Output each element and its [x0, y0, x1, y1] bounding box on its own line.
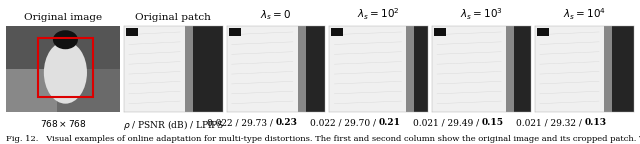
- Text: $\rho$ / PSNR (dB) / LPIPS: $\rho$ / PSNR (dB) / LPIPS: [122, 118, 224, 132]
- Ellipse shape: [44, 41, 87, 104]
- FancyBboxPatch shape: [406, 26, 414, 112]
- FancyBboxPatch shape: [535, 26, 604, 112]
- FancyBboxPatch shape: [228, 28, 241, 36]
- FancyBboxPatch shape: [414, 26, 428, 112]
- Text: $\lambda_s = 10^2$: $\lambda_s = 10^2$: [358, 6, 400, 22]
- Text: 0.13: 0.13: [584, 118, 606, 127]
- FancyBboxPatch shape: [432, 26, 506, 112]
- Text: 0.021 / 29.32 /: 0.021 / 29.32 /: [515, 118, 584, 127]
- Ellipse shape: [53, 30, 78, 49]
- Text: $\lambda_s = 0$: $\lambda_s = 0$: [260, 8, 292, 22]
- FancyBboxPatch shape: [126, 28, 138, 36]
- FancyBboxPatch shape: [124, 26, 185, 112]
- FancyBboxPatch shape: [193, 26, 223, 112]
- Text: Fig. 12.   Visual examples of online adaptation for multi-type distortions. The : Fig. 12. Visual examples of online adapt…: [6, 134, 640, 143]
- Text: Original patch: Original patch: [135, 13, 211, 22]
- FancyBboxPatch shape: [6, 26, 120, 69]
- Text: 0.022 / 29.70 /: 0.022 / 29.70 /: [310, 118, 379, 127]
- Text: 0.022 / 29.73 /: 0.022 / 29.73 /: [207, 118, 276, 127]
- FancyBboxPatch shape: [306, 26, 325, 112]
- FancyBboxPatch shape: [185, 26, 193, 112]
- FancyBboxPatch shape: [506, 26, 514, 112]
- FancyBboxPatch shape: [6, 69, 58, 112]
- Text: $768 \times 768$: $768 \times 768$: [40, 118, 86, 129]
- FancyBboxPatch shape: [227, 26, 298, 112]
- FancyBboxPatch shape: [298, 26, 306, 112]
- Text: $\lambda_s = 10^3$: $\lambda_s = 10^3$: [460, 6, 503, 22]
- Text: $\lambda_s = 10^4$: $\lambda_s = 10^4$: [563, 6, 605, 22]
- FancyBboxPatch shape: [330, 26, 406, 112]
- FancyBboxPatch shape: [604, 26, 612, 112]
- Text: 0.15: 0.15: [481, 118, 504, 127]
- Text: 0.021 / 29.49 /: 0.021 / 29.49 /: [413, 118, 481, 127]
- Text: Original image: Original image: [24, 13, 102, 22]
- FancyBboxPatch shape: [332, 28, 343, 36]
- FancyBboxPatch shape: [612, 26, 634, 112]
- FancyBboxPatch shape: [537, 28, 548, 36]
- Text: 0.21: 0.21: [379, 118, 401, 127]
- FancyBboxPatch shape: [514, 26, 531, 112]
- FancyBboxPatch shape: [434, 28, 446, 36]
- Text: 0.23: 0.23: [276, 118, 298, 127]
